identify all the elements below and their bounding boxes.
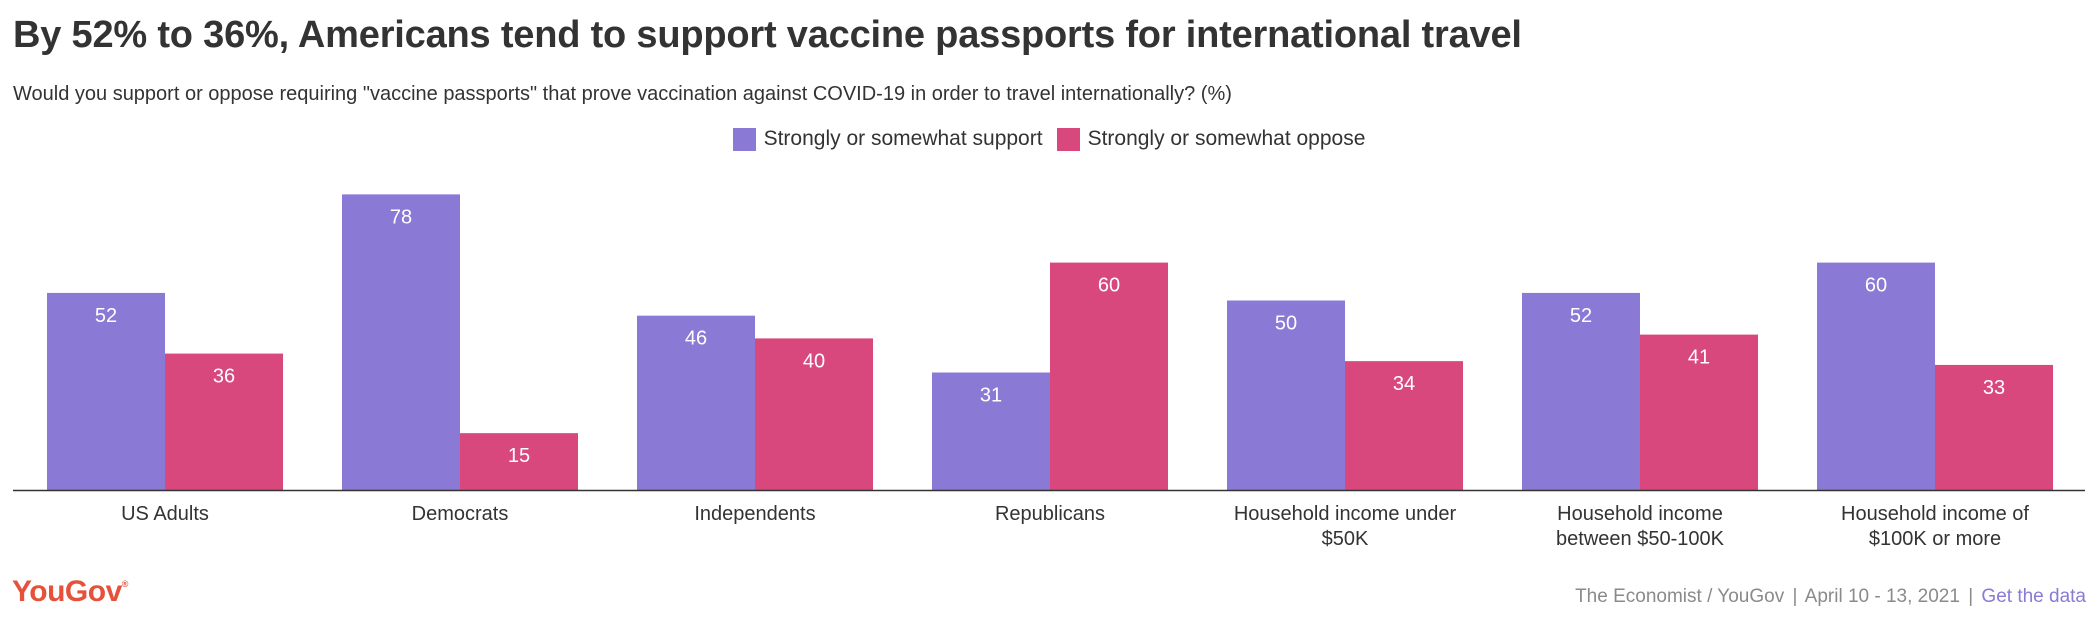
bar-support-1[interactable] [342, 194, 460, 490]
bar-oppose-3[interactable] [1050, 262, 1168, 490]
footer: The Economist / YouGov | April 10 - 13, … [1575, 586, 2086, 608]
legend-swatch-oppose [1056, 127, 1080, 151]
chart-title: By 52% to 36%, Americans tend to support… [13, 14, 1522, 56]
x-tick-label-1: Democrats [412, 503, 509, 525]
yougov-logo[interactable]: YouGov® [12, 575, 128, 609]
x-tick-label-3: Republicans [995, 503, 1105, 525]
bar-support-2[interactable] [637, 315, 755, 490]
value-label-support-4: 50 [1275, 313, 1297, 335]
x-tick-label-2: Independents [694, 503, 815, 525]
value-label-oppose-6: 33 [1983, 377, 2005, 399]
logo-registered-mark: ® [121, 579, 129, 589]
x-tick-label-line: between $50-100K [1556, 528, 1725, 550]
footer-source: The Economist / YouGov [1575, 586, 1785, 607]
x-tick-label-line: US Adults [121, 503, 209, 525]
x-tick-label-6: Household income of $100K or more [1841, 503, 2029, 550]
value-label-support-0: 52 [95, 305, 117, 327]
value-label-oppose-4: 34 [1393, 373, 1415, 395]
x-tick-label-line: Household income under [1234, 503, 1457, 525]
value-label-oppose-2: 40 [803, 350, 825, 372]
x-tick-label-5: Household income between $50-100K [1556, 503, 1725, 550]
x-tick-label-4: Household income under $50K [1234, 503, 1457, 550]
value-label-support-5: 52 [1570, 305, 1592, 327]
value-label-oppose-3: 60 [1098, 275, 1120, 297]
x-tick-label-line: Democrats [412, 503, 509, 525]
logo-text: YouGov [12, 575, 122, 608]
x-tick-label-line: $50K [1322, 528, 1369, 550]
value-label-oppose-5: 41 [1688, 347, 1710, 369]
footer-dates: April 10 - 13, 2021 [1804, 586, 1960, 607]
bar-support-0[interactable] [47, 292, 165, 490]
x-tick-label-line: Independents [694, 503, 815, 525]
bar-oppose-0[interactable] [165, 353, 283, 490]
x-tick-label-line: Household income [1557, 503, 1723, 525]
value-label-support-2: 46 [685, 328, 707, 350]
x-tick-label-line: $100K or more [1869, 528, 2001, 550]
x-tick-label-line: Household income of [1841, 503, 2029, 525]
legend-label-support: Strongly or somewhat support [763, 127, 1043, 150]
chart-subtitle: Would you support or oppose requiring "v… [13, 83, 1232, 105]
legend: Strongly or somewhat support Strongly or… [0, 127, 2098, 151]
footer-separator: | [1968, 586, 1974, 607]
bar-chart: 52 36 US Adults 78 15 Democrats 46 40 Independen… [13, 194, 2085, 550]
bar-oppose-1[interactable] [460, 433, 578, 490]
legend-swatch-support [732, 127, 756, 151]
bar-support-6[interactable] [1817, 262, 1935, 490]
legend-item-oppose[interactable]: Strongly or somewhat oppose [1056, 127, 1366, 151]
value-label-support-3: 31 [980, 385, 1002, 407]
legend-label-oppose: Strongly or somewhat oppose [1087, 127, 1366, 150]
bar-support-5[interactable] [1522, 292, 1640, 490]
x-tick-label-0: US Adults [121, 503, 209, 525]
value-label-support-6: 60 [1865, 275, 1887, 297]
value-label-support-1: 78 [390, 206, 412, 228]
bar-support-4[interactable] [1227, 300, 1345, 491]
bar-support-3[interactable] [932, 372, 1050, 490]
value-label-oppose-1: 15 [508, 445, 530, 467]
bar-oppose-2[interactable] [755, 338, 873, 490]
bar-oppose-4[interactable] [1345, 361, 1463, 490]
bar-oppose-6[interactable] [1935, 364, 2053, 490]
footer-separator: | [1792, 586, 1798, 607]
legend-item-support[interactable]: Strongly or somewhat support [732, 127, 1043, 151]
x-tick-label-line: Republicans [995, 503, 1105, 525]
get-the-data-link[interactable]: Get the data [1981, 586, 2086, 607]
value-label-oppose-0: 36 [213, 366, 235, 388]
bar-oppose-5[interactable] [1640, 334, 1758, 490]
